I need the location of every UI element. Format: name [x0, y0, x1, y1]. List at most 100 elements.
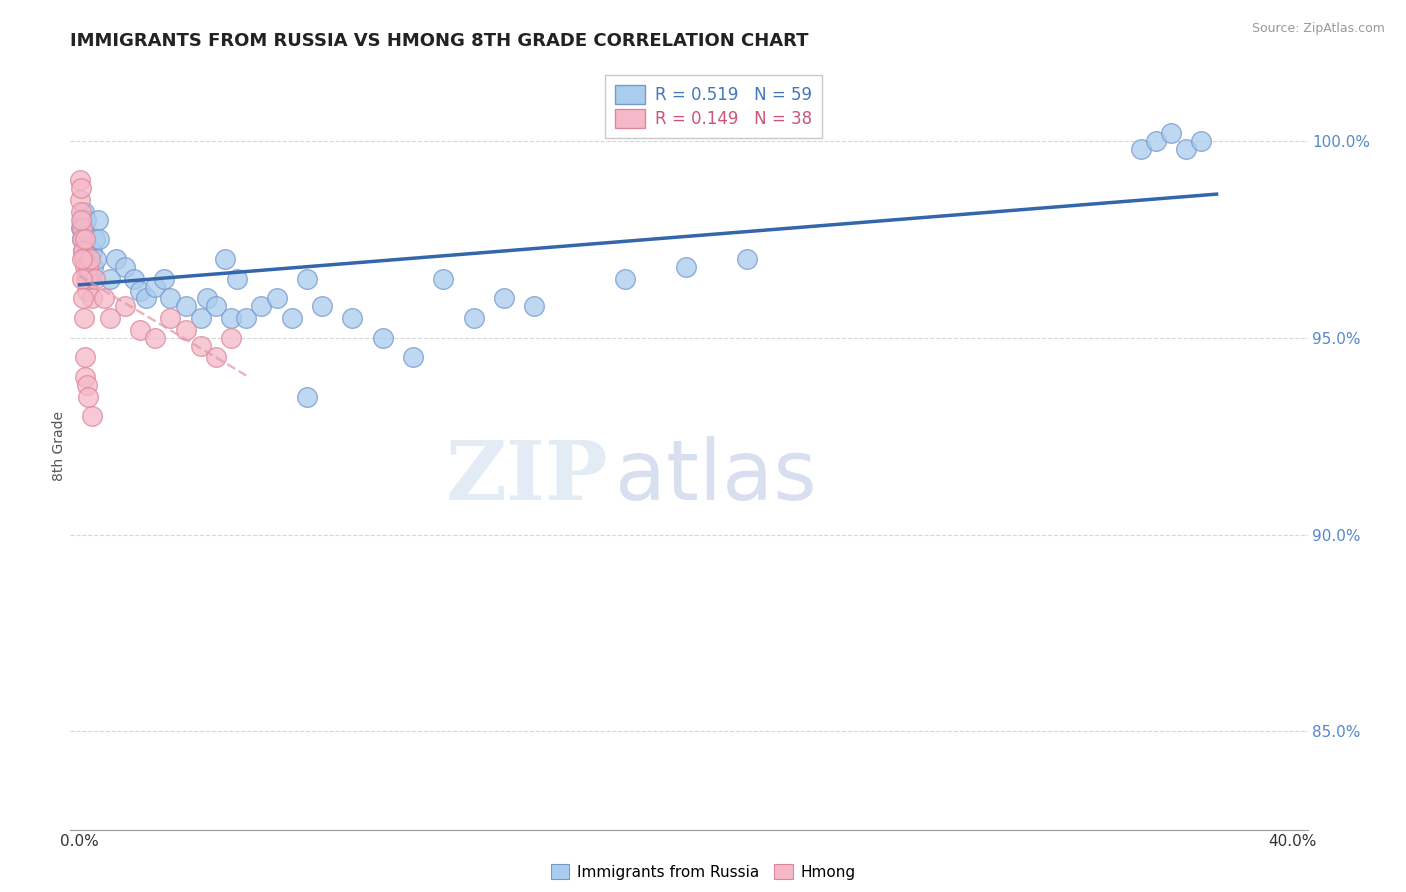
Point	[69, 193, 91, 207]
Point	[190, 311, 212, 326]
Point	[735, 252, 758, 267]
Y-axis label: 8th Grade: 8th Grade	[52, 411, 66, 481]
Point	[70, 220, 93, 235]
Point	[80, 409, 103, 424]
Point	[82, 260, 104, 274]
Point	[69, 173, 91, 187]
Point	[75, 232, 97, 246]
Point	[86, 212, 108, 227]
Point	[70, 252, 93, 267]
Point	[80, 244, 103, 259]
Point	[72, 244, 94, 259]
Point	[402, 351, 425, 365]
Point	[73, 220, 96, 235]
Point	[77, 252, 100, 267]
Point	[70, 181, 93, 195]
Point	[70, 220, 93, 235]
Point	[73, 252, 96, 267]
Point	[83, 232, 105, 246]
Point	[72, 244, 94, 259]
Point	[76, 378, 98, 392]
Point	[98, 311, 121, 326]
Point	[1160, 126, 1182, 140]
Point	[174, 323, 197, 337]
Point	[73, 311, 96, 326]
Point	[219, 331, 242, 345]
Point	[72, 292, 94, 306]
Point	[84, 252, 107, 267]
Point	[75, 212, 97, 227]
Point	[159, 292, 181, 306]
Point	[295, 272, 318, 286]
Point	[70, 212, 93, 227]
Point	[73, 232, 96, 246]
Point	[72, 272, 94, 286]
Point	[235, 311, 257, 326]
Point	[1191, 134, 1213, 148]
Point	[87, 232, 110, 246]
Legend: Immigrants from Russia, Hmong: Immigrants from Russia, Hmong	[546, 860, 860, 884]
Point	[250, 299, 273, 313]
Point	[73, 205, 96, 219]
Point	[159, 311, 181, 326]
Point	[463, 311, 485, 326]
Point	[342, 311, 364, 326]
Point	[73, 252, 96, 267]
Point	[93, 292, 115, 306]
Point	[83, 272, 105, 286]
Point	[214, 252, 236, 267]
Point	[72, 232, 94, 246]
Point	[1175, 142, 1198, 156]
Point	[114, 260, 136, 274]
Point	[70, 205, 93, 219]
Point	[73, 351, 96, 365]
Point	[76, 284, 98, 298]
Point	[79, 252, 101, 267]
Point	[129, 284, 152, 298]
Point	[195, 292, 218, 306]
Point	[174, 299, 197, 313]
Point	[432, 272, 454, 286]
Point	[104, 252, 127, 267]
Point	[129, 323, 152, 337]
Point	[72, 232, 94, 246]
Point	[205, 351, 228, 365]
Point	[1129, 142, 1152, 156]
Point	[114, 299, 136, 313]
Point	[190, 339, 212, 353]
Text: IMMIGRANTS FROM RUSSIA VS HMONG 8TH GRADE CORRELATION CHART: IMMIGRANTS FROM RUSSIA VS HMONG 8TH GRAD…	[70, 32, 808, 50]
Point	[295, 390, 318, 404]
Legend: R = 0.519   N = 59, R = 0.149   N = 38: R = 0.519 N = 59, R = 0.149 N = 38	[605, 75, 823, 138]
Point	[143, 279, 166, 293]
Point	[75, 260, 97, 274]
Point	[219, 311, 242, 326]
Point	[153, 272, 176, 286]
Point	[266, 292, 288, 306]
Point	[226, 272, 249, 286]
Text: Source: ZipAtlas.com: Source: ZipAtlas.com	[1251, 22, 1385, 36]
Point	[77, 260, 100, 274]
Point	[80, 292, 103, 306]
Point	[205, 299, 228, 313]
Point	[675, 260, 697, 274]
Text: ZIP: ZIP	[446, 437, 609, 516]
Point	[280, 311, 302, 326]
Point	[523, 299, 546, 313]
Point	[98, 272, 121, 286]
Point	[1144, 134, 1167, 148]
Point	[70, 212, 93, 227]
Point	[77, 260, 100, 274]
Point	[122, 272, 145, 286]
Point	[75, 370, 97, 384]
Point	[135, 292, 157, 306]
Point	[75, 272, 97, 286]
Point	[76, 240, 98, 254]
Point	[77, 272, 100, 286]
Text: atlas: atlas	[614, 436, 817, 517]
Point	[77, 390, 100, 404]
Point	[79, 272, 101, 286]
Point	[614, 272, 637, 286]
Point	[311, 299, 333, 313]
Point	[371, 331, 394, 345]
Point	[143, 331, 166, 345]
